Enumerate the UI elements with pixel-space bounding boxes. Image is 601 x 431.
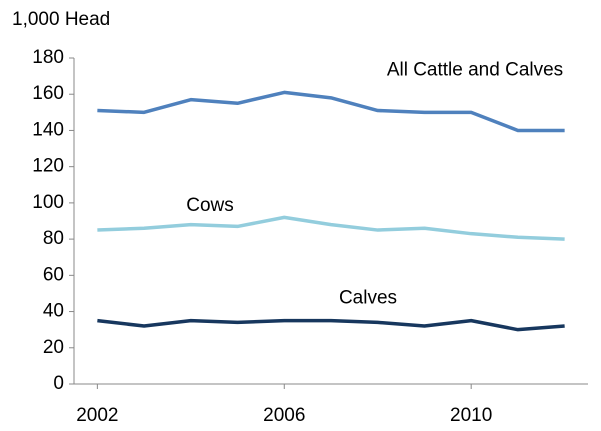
series-line bbox=[97, 215, 565, 241]
series-label: All Cattle and Calves bbox=[387, 60, 563, 81]
x-tick-label: 2002 bbox=[76, 405, 118, 426]
y-tick-label: 40 bbox=[43, 301, 64, 322]
y-tick-label: 160 bbox=[32, 83, 64, 104]
y-tick-label: 80 bbox=[43, 228, 64, 249]
series-line bbox=[97, 90, 565, 133]
series-label: Cows bbox=[186, 195, 234, 216]
y-tick-label: 0 bbox=[53, 373, 64, 394]
y-axis-label: 1,000 Head bbox=[12, 9, 110, 30]
y-tick-label: 120 bbox=[32, 156, 64, 177]
x-tick-label: 2006 bbox=[263, 405, 305, 426]
y-tick-label: 140 bbox=[32, 119, 64, 140]
series-line bbox=[97, 318, 565, 332]
y-tick-label: 100 bbox=[32, 192, 64, 213]
y-tick-label: 20 bbox=[43, 337, 64, 358]
series-label: Calves bbox=[339, 288, 397, 309]
y-tick-label: 60 bbox=[43, 264, 64, 285]
x-tick-label: 2010 bbox=[450, 405, 492, 426]
y-tick-label: 180 bbox=[32, 47, 64, 68]
